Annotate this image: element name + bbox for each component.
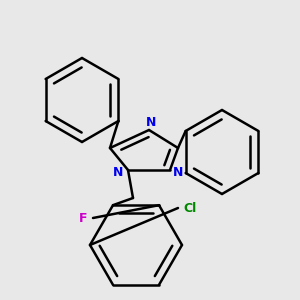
Text: N: N: [113, 167, 123, 179]
Text: N: N: [146, 116, 156, 128]
Text: Cl: Cl: [183, 202, 196, 214]
Text: N: N: [173, 167, 183, 179]
Text: F: F: [79, 212, 87, 224]
